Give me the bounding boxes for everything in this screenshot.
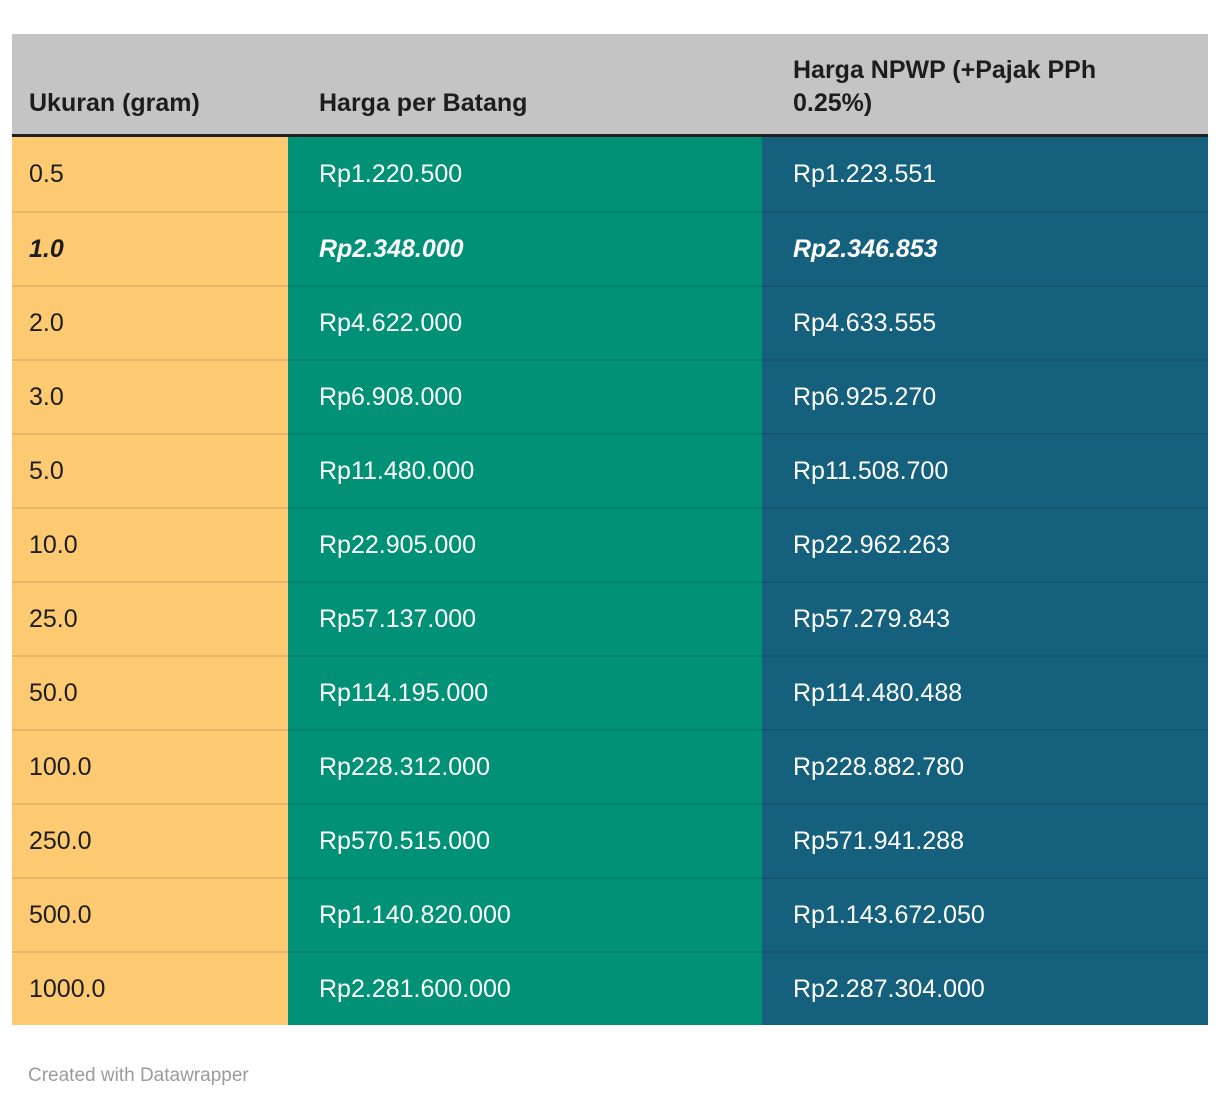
cell-harga-npwp: Rp4.633.555	[762, 285, 1208, 359]
cell-harga: Rp11.480.000	[288, 433, 762, 507]
table-row: 2.0 Rp4.622.000 Rp4.633.555	[12, 285, 1208, 359]
cell-harga-npwp: Rp22.962.263	[762, 507, 1208, 581]
table-row: 25.0 Rp57.137.000 Rp57.279.843	[12, 581, 1208, 655]
table-row: 5.0 Rp11.480.000 Rp11.508.700	[12, 433, 1208, 507]
cell-ukuran: 1.0	[12, 211, 288, 285]
cell-harga: Rp57.137.000	[288, 581, 762, 655]
column-header-ukuran: Ukuran (gram)	[12, 34, 288, 134]
cell-ukuran: 500.0	[12, 877, 288, 951]
table-row: 500.0 Rp1.140.820.000 Rp1.143.672.050	[12, 877, 1208, 951]
column-header-harga-label: Harga per Batang	[319, 89, 528, 117]
table-row: 50.0 Rp114.195.000 Rp114.480.488	[12, 655, 1208, 729]
cell-harga-npwp: Rp114.480.488	[762, 655, 1208, 729]
cell-harga: Rp114.195.000	[288, 655, 762, 729]
table-header-row: Ukuran (gram) Harga per Batang Harga NPW…	[12, 34, 1208, 137]
price-table: Ukuran (gram) Harga per Batang Harga NPW…	[12, 34, 1208, 1025]
cell-harga-npwp: Rp57.279.843	[762, 581, 1208, 655]
cell-harga-npwp: Rp11.508.700	[762, 433, 1208, 507]
cell-harga: Rp228.312.000	[288, 729, 762, 803]
cell-harga: Rp22.905.000	[288, 507, 762, 581]
cell-ukuran: 5.0	[12, 433, 288, 507]
cell-harga-npwp: Rp6.925.270	[762, 359, 1208, 433]
column-header-harga: Harga per Batang	[288, 34, 762, 134]
cell-harga-npwp: Rp2.346.853	[762, 211, 1208, 285]
column-header-npwp-label: Harga NPWP (+Pajak PPh 0.25%)	[793, 56, 1097, 117]
table-row: 1000.0 Rp2.281.600.000 Rp2.287.304.000	[12, 951, 1208, 1025]
cell-ukuran: 25.0	[12, 581, 288, 655]
cell-harga: Rp2.281.600.000	[288, 951, 762, 1025]
cell-ukuran: 2.0	[12, 285, 288, 359]
cell-harga: Rp2.348.000	[288, 211, 762, 285]
cell-ukuran: 100.0	[12, 729, 288, 803]
datawrapper-credit[interactable]: Created with Datawrapper	[28, 1065, 249, 1086]
table-row: 1.0 Rp2.348.000 Rp2.346.853	[12, 211, 1208, 285]
column-header-npwp: Harga NPWP (+Pajak PPh 0.25%)	[762, 34, 1208, 134]
table-row: 0.5 Rp1.220.500 Rp1.223.551	[12, 137, 1208, 211]
cell-ukuran: 10.0	[12, 507, 288, 581]
cell-ukuran: 1000.0	[12, 951, 288, 1025]
cell-harga-npwp: Rp2.287.304.000	[762, 951, 1208, 1025]
cell-harga: Rp6.908.000	[288, 359, 762, 433]
cell-ukuran: 250.0	[12, 803, 288, 877]
cell-harga: Rp570.515.000	[288, 803, 762, 877]
cell-harga-npwp: Rp228.882.780	[762, 729, 1208, 803]
cell-harga: Rp1.220.500	[288, 137, 762, 211]
table-row: 10.0 Rp22.905.000 Rp22.962.263	[12, 507, 1208, 581]
table-row: 250.0 Rp570.515.000 Rp571.941.288	[12, 803, 1208, 877]
table-body: 0.5 Rp1.220.500 Rp1.223.551 1.0 Rp2.348.…	[12, 137, 1208, 1025]
table-row: 3.0 Rp6.908.000 Rp6.925.270	[12, 359, 1208, 433]
cell-harga-npwp: Rp1.223.551	[762, 137, 1208, 211]
table-row: 100.0 Rp228.312.000 Rp228.882.780	[12, 729, 1208, 803]
cell-harga-npwp: Rp571.941.288	[762, 803, 1208, 877]
cell-ukuran: 50.0	[12, 655, 288, 729]
cell-harga: Rp1.140.820.000	[288, 877, 762, 951]
cell-ukuran: 3.0	[12, 359, 288, 433]
column-header-ukuran-label: Ukuran (gram)	[29, 89, 200, 117]
cell-harga: Rp4.622.000	[288, 285, 762, 359]
cell-harga-npwp: Rp1.143.672.050	[762, 877, 1208, 951]
cell-ukuran: 0.5	[12, 137, 288, 211]
